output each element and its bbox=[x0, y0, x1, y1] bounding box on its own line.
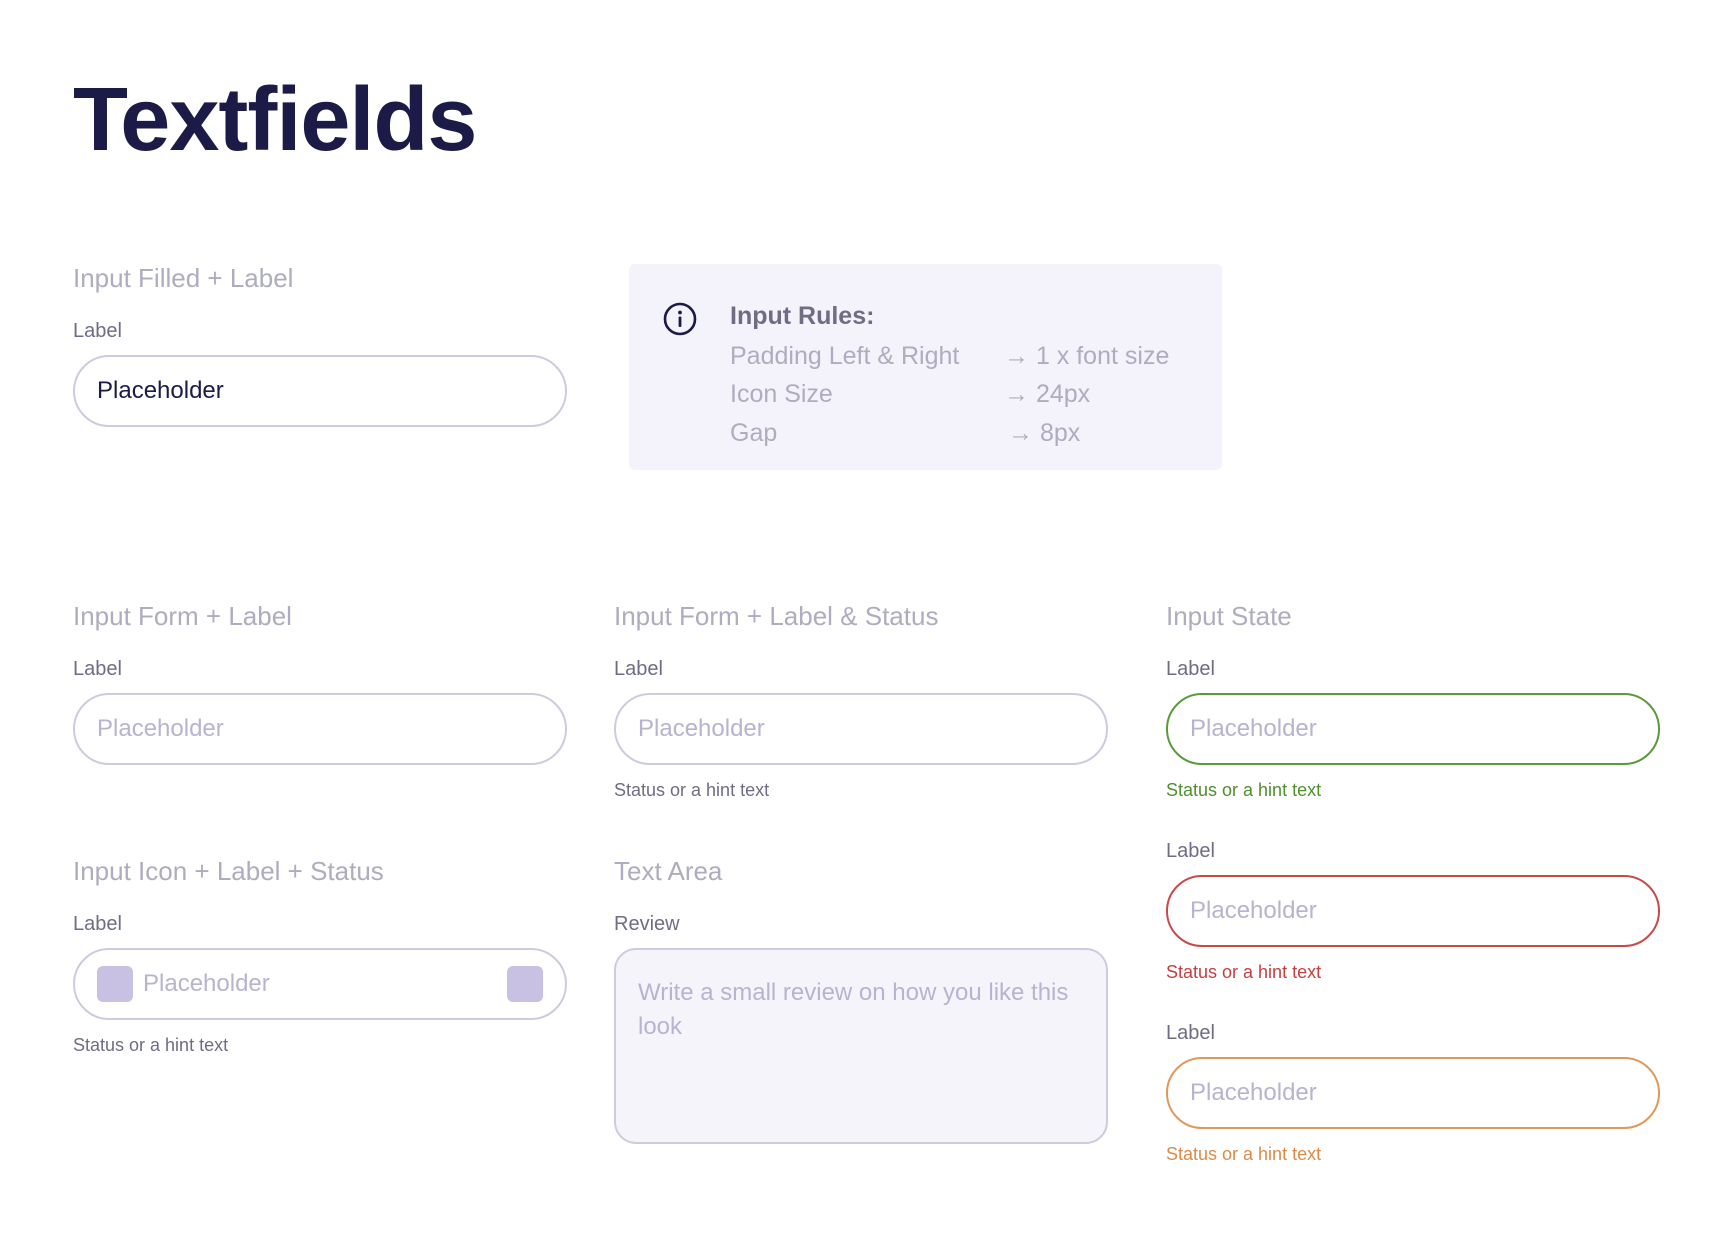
input-rules-card: Input Rules: Padding Left & Right Icon S… bbox=[629, 264, 1222, 470]
field-label: Label bbox=[1166, 658, 1215, 680]
input-placeholder: Placeholder bbox=[1190, 1079, 1317, 1106]
rule-name: Padding Left & Right bbox=[730, 342, 960, 370]
section-input-state: Input State Label Placeholder Status or … bbox=[1166, 603, 1660, 1163]
page-title: Textfields bbox=[73, 70, 477, 170]
field-label: Review bbox=[614, 913, 680, 935]
input-placeholder: Placeholder bbox=[143, 970, 270, 997]
section-title: Input Form + Label bbox=[73, 601, 292, 631]
section-input-filled: Input Filled + Label Label Placeholder bbox=[73, 265, 567, 427]
rules-title: Input Rules: bbox=[730, 302, 875, 330]
review-textarea[interactable]: Write a small review on how you like thi… bbox=[614, 948, 1108, 1144]
field-label: Label bbox=[73, 658, 122, 680]
warning-hint-text: Status or a hint text bbox=[1166, 1144, 1322, 1164]
field-label: Label bbox=[1166, 1022, 1215, 1044]
hint-text: Status or a hint text bbox=[73, 1035, 229, 1055]
textarea-placeholder: Write a small review on how you like thi… bbox=[638, 979, 1069, 1040]
input-placeholder: Placeholder bbox=[638, 715, 765, 742]
form-status-input[interactable]: Placeholder bbox=[614, 693, 1108, 765]
section-title: Text Area bbox=[614, 856, 723, 886]
input-placeholder: Placeholder bbox=[97, 715, 224, 742]
rule-name: Gap bbox=[730, 419, 778, 447]
icon-input[interactable]: Placeholder bbox=[73, 948, 567, 1020]
leading-square-icon bbox=[97, 966, 133, 1002]
form-input[interactable]: Placeholder bbox=[73, 693, 567, 765]
error-hint-text: Status or a hint text bbox=[1166, 962, 1322, 982]
input-placeholder: Placeholder bbox=[1190, 897, 1317, 924]
hint-text: Status or a hint text bbox=[614, 780, 770, 800]
section-title: Input Form + Label & Status bbox=[614, 601, 939, 631]
filled-input[interactable]: Placeholder bbox=[73, 355, 567, 427]
section-title: Input State bbox=[1166, 601, 1292, 631]
section-text-area: Text Area Review Write a small review on… bbox=[614, 858, 1108, 1144]
trailing-square-icon[interactable] bbox=[507, 966, 543, 1002]
section-title: Input Filled + Label bbox=[73, 263, 294, 293]
section-input-form-status: Input Form + Label & Status Label Placeh… bbox=[614, 603, 1108, 799]
success-hint-text: Status or a hint text bbox=[1166, 780, 1322, 800]
section-title: Input Icon + Label + Status bbox=[73, 856, 384, 886]
rule-value: → 1 x font size bbox=[1004, 342, 1170, 370]
field-label: Label bbox=[1166, 840, 1215, 862]
section-input-form: Input Form + Label Label Placeholder bbox=[73, 603, 567, 765]
field-label: Label bbox=[614, 658, 663, 680]
input-value: Placeholder bbox=[97, 377, 224, 404]
rule-value: → 8px bbox=[1008, 419, 1081, 447]
input-placeholder: Placeholder bbox=[1190, 715, 1317, 742]
rule-name: Icon Size bbox=[730, 380, 833, 408]
error-input[interactable]: Placeholder bbox=[1166, 875, 1660, 947]
section-input-icon: Input Icon + Label + Status Label Placeh… bbox=[73, 858, 567, 1054]
info-icon bbox=[663, 302, 697, 336]
field-label: Label bbox=[73, 913, 122, 935]
warning-input[interactable]: Placeholder bbox=[1166, 1057, 1660, 1129]
field-label: Label bbox=[73, 320, 122, 342]
success-input[interactable]: Placeholder bbox=[1166, 693, 1660, 765]
rule-value: → 24px bbox=[1004, 380, 1091, 408]
